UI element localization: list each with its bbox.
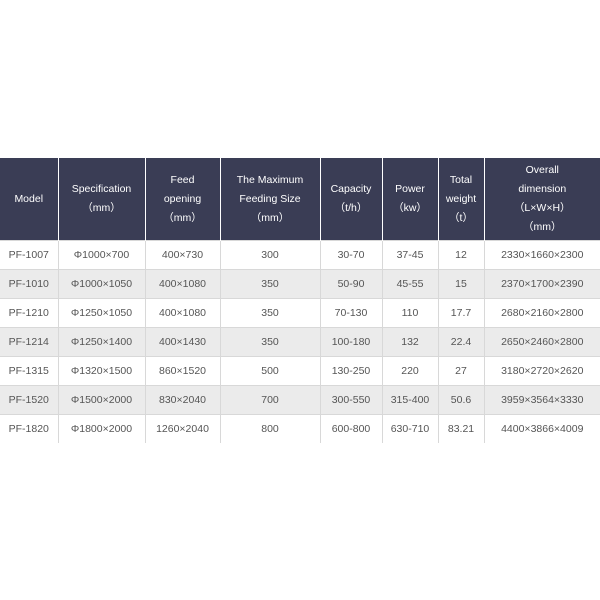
table-cell: 2680×2160×2800 [483, 298, 600, 328]
header-text: （L×W×H） [513, 202, 571, 214]
table-cell: 70-130 [319, 298, 382, 328]
table-cell: 2330×1660×2300 [483, 240, 600, 270]
header-text: （mm） [163, 211, 202, 224]
table-cell: 110 [381, 298, 438, 328]
header-cell: Feed opening （mm） [144, 158, 220, 241]
table-row: PF-1210 Φ1250×1050 400×1080 350 70-130 110 17.… [0, 298, 600, 328]
table-cell: 37-45 [381, 240, 438, 270]
table-row: PF-1214 Φ1250×1400 400×1430 350 100-180 132 22… [0, 327, 600, 357]
table-cell: Φ1500×2000 [57, 385, 145, 415]
table-cell: 130-250 [319, 356, 382, 386]
header-cell: The Maximum Feeding Size （mm） [219, 158, 320, 241]
table-cell: 2370×1700×2390 [483, 269, 600, 299]
table-cell: 45-55 [381, 269, 438, 299]
table-cell: 350 [219, 269, 320, 299]
header-text: （mm） [82, 202, 121, 214]
header-text: Feeding Size [239, 192, 301, 205]
table-cell: 27 [437, 356, 484, 386]
header-text: The Maximum [236, 173, 304, 186]
table-cell: 100-180 [319, 327, 382, 357]
header-cell: Specification （mm） [57, 158, 145, 241]
table-cell: 700 [219, 385, 320, 415]
table-cell: 3959×3564×3330 [483, 385, 600, 415]
table-cell: 800 [219, 414, 320, 443]
header-text: （t） [449, 211, 473, 224]
header-text: opening [163, 192, 202, 205]
table-row: PF-1007 Φ1000×700 400×730 300 30-70 37-45 12 23… [0, 240, 600, 270]
table-row: PF-1315 Φ1320×1500 860×1520 500 130-250 220 27… [0, 356, 600, 386]
table-cell: PF-1520 [0, 385, 58, 415]
table-cell: 400×1430 [144, 327, 220, 357]
header-cell: Overall dimension （L×W×H） （mm） [483, 158, 600, 241]
table-cell: 17.7 [437, 298, 484, 328]
table-cell: 132 [381, 327, 438, 357]
header-text: Specification [71, 183, 132, 195]
table-cell: 315-400 [381, 385, 438, 415]
table-cell: 22.4 [437, 327, 484, 357]
header-text: Capacity [330, 183, 372, 195]
table-cell: 350 [219, 327, 320, 357]
header-text: （mm） [250, 211, 290, 224]
table-cell: 400×1080 [144, 298, 220, 328]
header-cell: Power （kw） [381, 158, 438, 241]
table-cell: 30-70 [319, 240, 382, 270]
table-cell: 4400×3866×4009 [483, 414, 600, 443]
table-cell: PF-1820 [0, 414, 58, 443]
table-cell: 400×1080 [144, 269, 220, 299]
table-cell: 860×1520 [144, 356, 220, 386]
header-text: Power [395, 183, 425, 195]
header-text: Total [449, 173, 473, 186]
header-text: dimension [518, 183, 567, 195]
table-cell: PF-1010 [0, 269, 58, 299]
table-body: PF-1007 Φ1000×700 400×730 300 30-70 37-45 12 23… [0, 240, 600, 443]
table-cell: 2650×2460×2800 [483, 327, 600, 357]
table-cell: Φ1250×1050 [57, 298, 145, 328]
table-cell: 400×730 [144, 240, 220, 270]
header-row: Model Specification （mm） Feed opening （mm） The… [0, 158, 600, 241]
table-cell: Φ1250×1400 [57, 327, 145, 357]
table-cell: PF-1214 [0, 327, 58, 357]
header-text: Overall [525, 164, 559, 176]
header-text: （mm） [523, 221, 562, 233]
table-cell: 15 [437, 269, 484, 299]
table-row: PF-1520 Φ1500×2000 830×2040 700 300-550 315-4… [0, 385, 600, 415]
table-cell: 3180×2720×2620 [483, 356, 600, 386]
table-cell: 220 [381, 356, 438, 386]
spec-table: Model Specification （mm） Feed opening （mm） The… [0, 158, 600, 443]
table-header: Model Specification （mm） Feed opening （mm） The… [0, 158, 600, 241]
table-cell: 12 [437, 240, 484, 270]
table-cell: PF-1210 [0, 298, 58, 328]
table-cell: 600-800 [319, 414, 382, 443]
header-text: （kw） [393, 202, 427, 214]
table-row: PF-1820 Φ1800×2000 1260×2040 800 600-800 630-… [0, 414, 600, 443]
table-cell: PF-1315 [0, 356, 58, 386]
table-cell: Φ1800×2000 [57, 414, 145, 443]
header-cell: Capacity （t/h） [319, 158, 382, 241]
spec-table-container: Model Specification （mm） Feed opening （mm） The… [0, 158, 600, 443]
table-cell: 830×2040 [144, 385, 220, 415]
table-cell: Φ1320×1500 [57, 356, 145, 386]
table-cell: 350 [219, 298, 320, 328]
table-cell: Φ1000×1050 [57, 269, 145, 299]
header-cell: Model [0, 158, 58, 241]
table-cell: 1260×2040 [144, 414, 220, 443]
table-cell: 630-710 [381, 414, 438, 443]
header-text: Model [14, 192, 44, 205]
table-cell: 50.6 [437, 385, 484, 415]
header-text: （t/h） [334, 202, 368, 214]
header-cell: Total weight （t） [437, 158, 484, 241]
table-cell: 300-550 [319, 385, 382, 415]
table-cell: 50-90 [319, 269, 382, 299]
table-cell: Φ1000×700 [57, 240, 145, 270]
table-cell: 83.21 [437, 414, 484, 443]
header-text: Feed [170, 173, 195, 186]
table-cell: 300 [219, 240, 320, 270]
table-cell: 500 [219, 356, 320, 386]
header-text: weight [445, 192, 477, 205]
table-cell: PF-1007 [0, 240, 58, 270]
table-row: PF-1010 Φ1000×1050 400×1080 350 50-90 45-55 15… [0, 269, 600, 299]
